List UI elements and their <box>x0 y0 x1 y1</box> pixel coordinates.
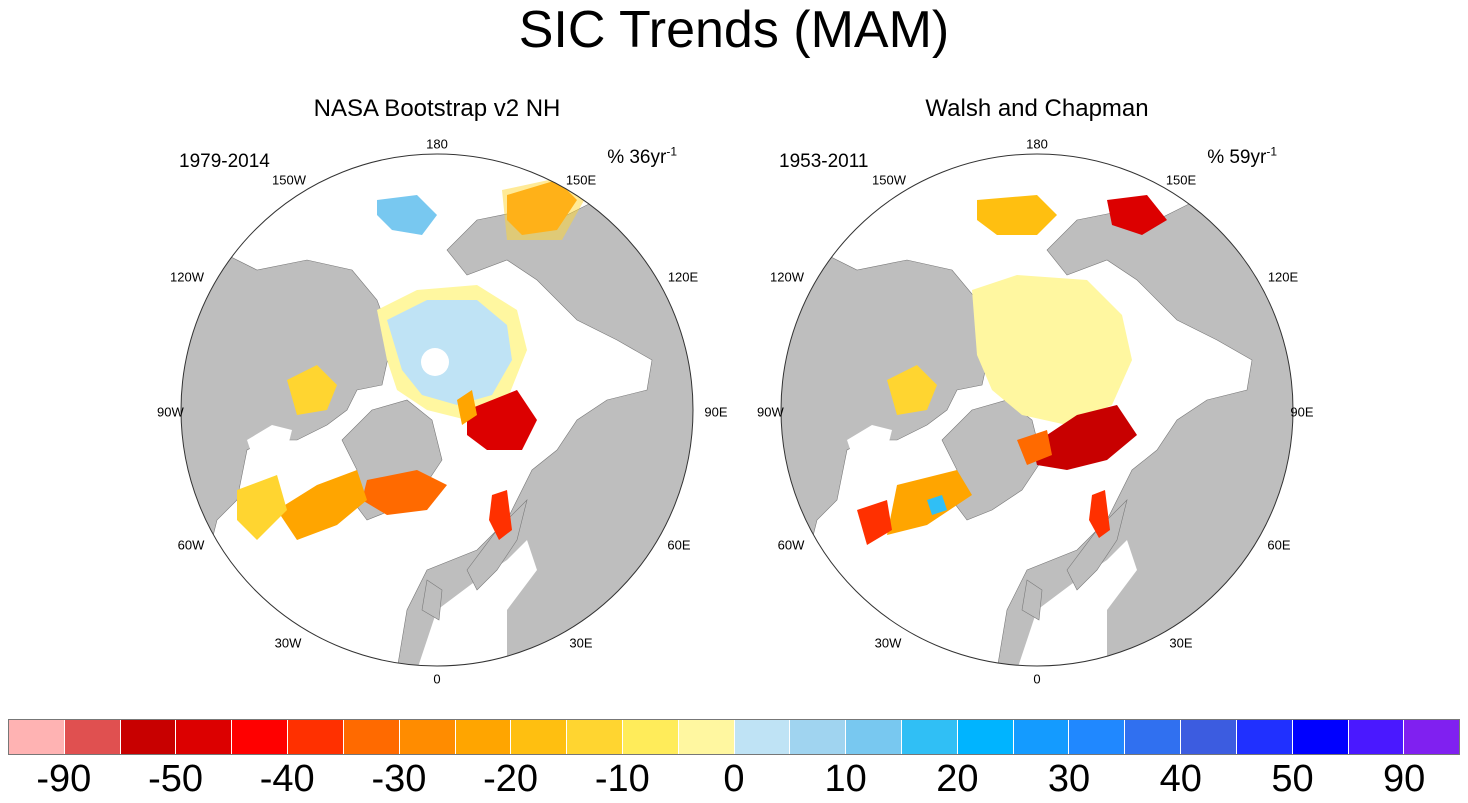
lon-label-180: 180 <box>426 136 448 152</box>
colorbar-swatch <box>1069 720 1126 754</box>
colorbar-swatch <box>1348 720 1405 754</box>
lon-label-150w: 150W <box>272 172 306 188</box>
map-border <box>780 153 1294 667</box>
colorbar-label: 10 <box>824 758 867 800</box>
lon-label-120w: 120W <box>170 269 204 285</box>
colorbar-swatch <box>120 720 177 754</box>
colorbar-label: 50 <box>1271 758 1314 800</box>
colorbar-swatch <box>1013 720 1070 754</box>
land-north-america <box>181 249 393 581</box>
panel-walsh-chapman: Walsh and Chapman 1953-2011 % 59yr-1 <box>757 90 1317 690</box>
colorbar-label: 30 <box>1047 758 1091 800</box>
land-eurasia <box>996 179 1293 666</box>
colorbar-swatch <box>343 720 400 754</box>
lon-label-90e: 90E <box>704 404 728 420</box>
colorbar-swatch <box>622 720 679 754</box>
lon-label-30e: 30E <box>1169 635 1193 651</box>
colorbar <box>8 719 1460 755</box>
colorbar-swatch <box>64 720 121 754</box>
colorbar-label: -50 <box>148 758 203 800</box>
lon-label-120e: 120E <box>1267 269 1299 285</box>
land-eurasia <box>396 179 693 666</box>
colorbar-swatch <box>1404 720 1460 754</box>
colorbar-label: -20 <box>483 758 539 800</box>
colorbar-label: -10 <box>594 758 650 800</box>
colorbar-label: 20 <box>936 758 979 800</box>
lon-label-90w: 90W <box>757 404 784 420</box>
polar-map-walsh <box>780 153 1294 667</box>
figure-title: SIC Trends (MAM) <box>518 1 950 59</box>
period-label: 1953-2011 <box>779 151 869 172</box>
colorbar-swatch <box>957 720 1014 754</box>
colorbar-label: -90 <box>36 758 92 800</box>
colorbar-swatch <box>288 720 344 754</box>
colorbar-label: -30 <box>371 758 427 800</box>
lon-label-60e: 60E <box>667 537 691 553</box>
colorbar-swatch <box>455 720 512 754</box>
lon-label-30w: 30W <box>274 635 302 651</box>
lon-label-180: 180 <box>1026 136 1048 152</box>
colorbar-swatch <box>1292 720 1349 754</box>
lon-label-0: 0 <box>433 671 441 687</box>
colorbar-label: 0 <box>723 758 745 800</box>
colorbar-label: -40 <box>259 758 315 800</box>
lon-label-120w: 120W <box>770 269 804 285</box>
colorbar-label: 90 <box>1383 758 1426 800</box>
units-label: % 36yr-1 <box>607 144 677 168</box>
lon-label-0: 0 <box>1033 671 1041 687</box>
panel-title: Walsh and Chapman <box>925 95 1149 122</box>
lon-label-60w: 60W <box>777 537 805 553</box>
land-north-america <box>781 249 993 581</box>
colorbar-swatch <box>9 720 65 754</box>
lon-label-60e: 60E <box>1267 537 1291 553</box>
lon-label-150e: 150E <box>1165 172 1197 188</box>
colorbar-swatch <box>678 720 735 754</box>
colorbar-swatch <box>1236 720 1293 754</box>
colorbar-swatch <box>511 720 568 754</box>
lon-label-150e: 150E <box>565 172 597 188</box>
polar-map-nasa <box>180 153 694 667</box>
colorbar-swatch <box>567 720 623 754</box>
colorbar-swatch <box>790 720 847 754</box>
lon-label-90w: 90W <box>157 404 184 420</box>
colorbar-swatch <box>1125 720 1182 754</box>
colorbar-swatch <box>902 720 958 754</box>
colorbar-label: 40 <box>1159 758 1202 800</box>
units-label: % 59yr-1 <box>1207 144 1277 168</box>
colorbar-swatch <box>846 720 902 754</box>
lon-label-30e: 30E <box>569 635 593 651</box>
panel-nasa-bootstrap: NASA Bootstrap v2 NH 1979-2014 % 36yr-1 <box>157 90 728 690</box>
colorbar-swatch <box>1181 720 1237 754</box>
lon-label-150w: 150W <box>872 172 906 188</box>
lon-label-30w: 30W <box>874 635 902 651</box>
lon-label-90e: 90E <box>1290 404 1314 420</box>
lon-label-60w: 60W <box>177 537 205 553</box>
colorbar-swatch <box>399 720 456 754</box>
colorbar-swatch <box>176 720 233 754</box>
map-border <box>180 153 694 667</box>
period-label: 1979-2014 <box>179 151 270 172</box>
colorbar-swatch <box>232 720 289 754</box>
colorbar-swatch <box>734 720 791 754</box>
lon-label-120e: 120E <box>667 269 699 285</box>
panel-title: NASA Bootstrap v2 NH <box>313 95 561 122</box>
